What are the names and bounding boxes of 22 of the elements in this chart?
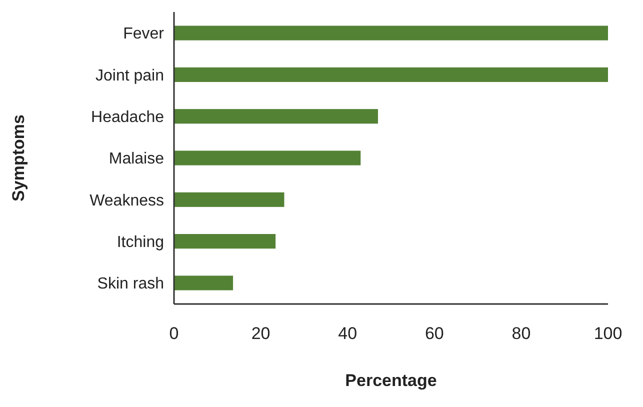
bar [174, 26, 608, 40]
x-tick-label: 80 [512, 324, 531, 343]
y-tick-label: Headache [91, 108, 164, 126]
y-tick-label: Joint pain [96, 67, 164, 84]
bar [174, 234, 276, 249]
y-axis-title: Symptoms [9, 114, 28, 202]
y-tick-label: Malaise [108, 150, 164, 168]
x-tick-label: 100 [594, 324, 622, 343]
bar [174, 109, 378, 124]
y-tick-label: Fever [123, 26, 165, 43]
x-tick-label: 20 [251, 324, 270, 343]
bar [174, 150, 361, 166]
y-tick-label: Skin rash [97, 276, 164, 293]
x-tick-label: 60 [424, 324, 444, 343]
x-tick-label: 40 [338, 324, 358, 343]
y-tick-label: Itching [116, 234, 164, 251]
x-axis-title: Percentage [345, 371, 437, 390]
y-tick-label: Weakness [90, 192, 164, 210]
x-tick-label: 0 [169, 324, 179, 343]
bar [174, 192, 284, 207]
bar [174, 67, 608, 82]
bar [174, 276, 234, 290]
